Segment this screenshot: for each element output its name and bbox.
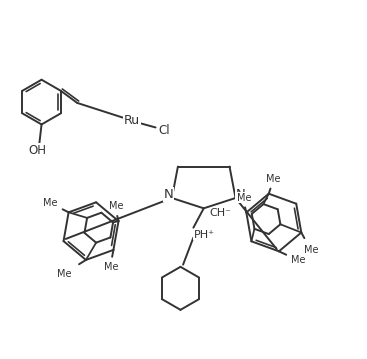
Text: Me: Me [43, 198, 58, 208]
Text: Ru: Ru [124, 114, 140, 127]
Text: OH: OH [29, 144, 47, 157]
Text: PH⁺: PH⁺ [194, 229, 215, 239]
Text: Cl: Cl [158, 123, 170, 136]
Text: Me: Me [237, 193, 251, 203]
Text: Me: Me [109, 201, 124, 211]
Text: N: N [236, 188, 246, 201]
Text: Me: Me [57, 269, 72, 279]
Text: Me: Me [266, 174, 280, 184]
Text: N: N [164, 188, 173, 201]
Text: CH⁻: CH⁻ [209, 209, 231, 219]
Text: Me: Me [291, 255, 305, 265]
Text: Me: Me [304, 245, 319, 255]
Text: Me: Me [104, 262, 119, 272]
